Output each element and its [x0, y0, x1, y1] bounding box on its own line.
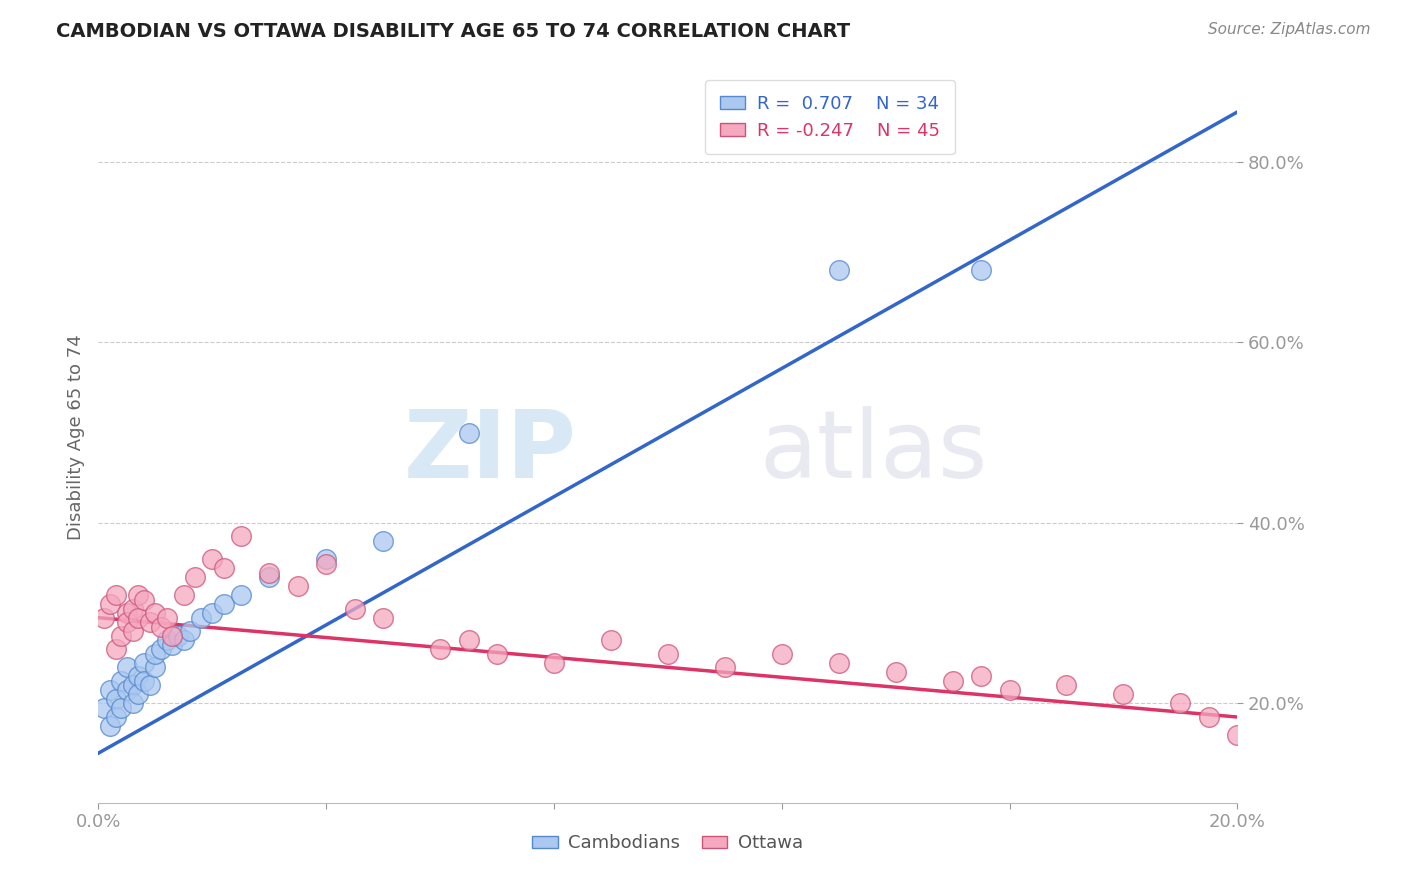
Point	[373, 610, 395, 624]
Point	[343, 601, 366, 615]
Point	[115, 682, 138, 697]
Point	[1112, 688, 1135, 702]
Point	[98, 719, 121, 733]
Point	[998, 682, 1021, 697]
Point	[714, 660, 737, 674]
Point	[162, 629, 184, 643]
Point	[201, 552, 224, 566]
Point	[138, 678, 160, 692]
Point	[110, 701, 132, 715]
Point	[167, 629, 190, 643]
Point	[201, 606, 224, 620]
Point	[104, 642, 127, 657]
Text: Source: ZipAtlas.com: Source: ZipAtlas.com	[1208, 22, 1371, 37]
Point	[287, 579, 309, 593]
Point	[373, 533, 395, 548]
Point	[212, 561, 235, 575]
Point	[127, 588, 149, 602]
Point	[1198, 710, 1220, 724]
Text: ZIP: ZIP	[404, 406, 576, 498]
Point	[543, 656, 565, 670]
Text: atlas: atlas	[759, 406, 987, 498]
Point	[145, 606, 167, 620]
Point	[970, 669, 993, 683]
Point	[457, 633, 479, 648]
Point	[156, 610, 179, 624]
Legend: Cambodians, Ottawa: Cambodians, Ottawa	[524, 827, 811, 860]
Point	[162, 638, 184, 652]
Point	[115, 660, 138, 674]
Point	[1170, 697, 1192, 711]
Point	[110, 673, 132, 688]
Point	[145, 647, 167, 661]
Point	[942, 673, 965, 688]
Point	[121, 624, 143, 639]
Point	[104, 710, 127, 724]
Point	[229, 588, 252, 602]
Point	[315, 552, 337, 566]
Point	[127, 610, 149, 624]
Point	[121, 697, 143, 711]
Point	[1226, 728, 1249, 742]
Point	[150, 642, 173, 657]
Y-axis label: Disability Age 65 to 74: Disability Age 65 to 74	[66, 334, 84, 540]
Point	[104, 692, 127, 706]
Point	[229, 529, 252, 543]
Point	[828, 263, 851, 277]
Point	[98, 597, 121, 611]
Point	[179, 624, 201, 639]
Point	[486, 647, 509, 661]
Point	[127, 669, 149, 683]
Text: CAMBODIAN VS OTTAWA DISABILITY AGE 65 TO 74 CORRELATION CHART: CAMBODIAN VS OTTAWA DISABILITY AGE 65 TO…	[56, 22, 851, 41]
Point	[132, 592, 155, 607]
Point	[970, 263, 993, 277]
Point	[121, 601, 143, 615]
Point	[884, 665, 907, 679]
Point	[429, 642, 451, 657]
Point	[315, 557, 337, 571]
Point	[156, 633, 179, 648]
Point	[115, 615, 138, 630]
Point	[259, 570, 281, 584]
Point	[115, 606, 138, 620]
Point	[457, 425, 479, 440]
Point	[121, 678, 143, 692]
Point	[93, 610, 115, 624]
Point	[259, 566, 281, 580]
Point	[600, 633, 623, 648]
Point	[150, 620, 173, 634]
Point	[104, 588, 127, 602]
Point	[828, 656, 851, 670]
Point	[184, 570, 207, 584]
Point	[127, 688, 149, 702]
Point	[173, 633, 195, 648]
Point	[145, 660, 167, 674]
Point	[93, 701, 115, 715]
Point	[770, 647, 793, 661]
Point	[1056, 678, 1078, 692]
Point	[98, 682, 121, 697]
Point	[212, 597, 235, 611]
Point	[138, 615, 160, 630]
Point	[132, 673, 155, 688]
Point	[173, 588, 195, 602]
Point	[190, 610, 212, 624]
Point	[657, 647, 679, 661]
Point	[110, 629, 132, 643]
Point	[132, 656, 155, 670]
